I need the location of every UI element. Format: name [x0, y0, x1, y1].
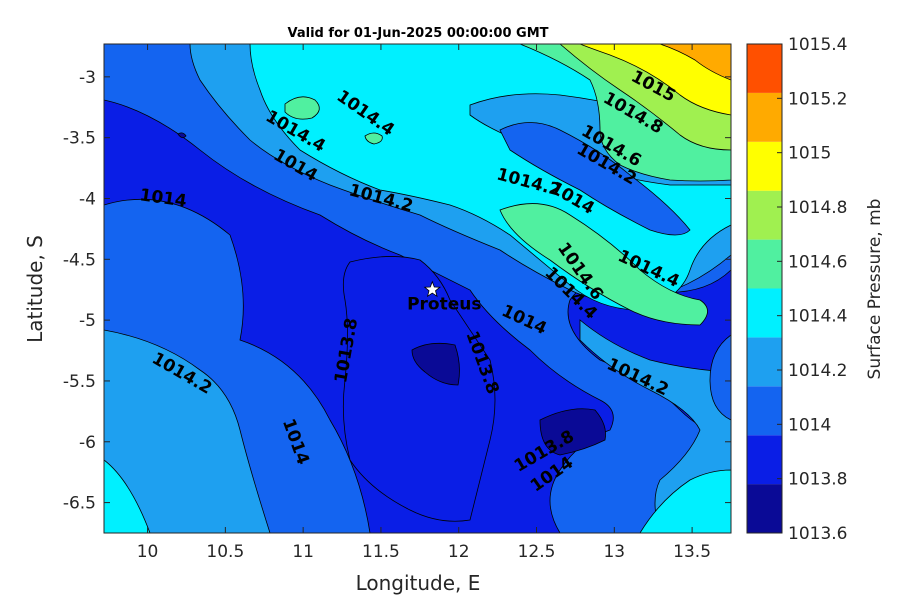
x-tick-label: 12.5 [518, 542, 556, 562]
colorbar-tick-label: 1014.4 [788, 307, 847, 327]
y-tick-label: -6.5 [63, 494, 96, 514]
y-tick-label: -5 [79, 311, 96, 331]
colorbar-label: Surface Pressure, mb [865, 199, 885, 380]
chart-title: Valid for 01-Jun-2025 00:00:00 GMT [288, 26, 549, 41]
markers: Proteus [407, 280, 481, 315]
region-1014-6-lens [499, 203, 708, 326]
y-tick-label: -6 [79, 433, 96, 453]
region-1014-2-sw [104, 329, 271, 533]
x-axis-ticks: 10 10.5 11 11.5 12 12.5 13 13.5 [137, 44, 711, 562]
y-tick-label: -3.5 [63, 129, 96, 149]
colorbar-tick-label: 1013.6 [788, 524, 847, 544]
colorbar-frame [746, 43, 783, 534]
colorbar-segment [747, 44, 782, 93]
region-1014-4-corner-se [639, 469, 731, 533]
region-1013-6-core [411, 342, 460, 386]
colorbar-segment [747, 141, 782, 191]
star-marker [423, 280, 441, 298]
x-tick-label: 11.5 [362, 542, 400, 562]
region-1013-8-core [342, 256, 496, 522]
region-1013-6-south [539, 408, 606, 456]
region-1014-6-blob-a [284, 96, 320, 120]
y-tick-label: -3 [79, 68, 96, 88]
y-tick-label: -5.5 [63, 372, 96, 392]
region-1014-east-hole [709, 334, 731, 421]
colorbar-tick-label: 1015.2 [788, 89, 847, 109]
x-tick-label: 12 [448, 542, 470, 562]
region-1014-pocket [499, 122, 691, 236]
y-tick-label: -4 [79, 189, 96, 209]
colorbar-tick-label: 1015 [788, 144, 831, 164]
axes-frame [103, 43, 732, 534]
colorbar-segment [747, 386, 782, 436]
region-1013-6-dot [177, 132, 187, 138]
x-axis-label: Longitude, E [356, 571, 481, 595]
region-1014-6-blob-b [364, 132, 383, 145]
colorbar-segment [747, 190, 782, 240]
colorbar-segment [747, 337, 782, 387]
colorbar-segment [747, 288, 782, 338]
y-axis-label: Latitude, S [23, 235, 47, 343]
x-tick-label: 11 [292, 542, 314, 562]
colorbar-segment [747, 484, 782, 533]
colorbar-tick-label: 1014 [788, 415, 831, 435]
colorbar-tick-label: 1014.8 [788, 198, 847, 218]
y-axis-ticks: -3 -3.5 -4 -4.5 -5 -5.5 -6 -6.5 [63, 68, 731, 514]
x-tick-label: 10 [137, 542, 159, 562]
colorbar-segment [747, 92, 782, 142]
x-tick-label: 13 [603, 542, 625, 562]
y-tick-label: -4.5 [63, 250, 96, 270]
colorbar-tick-label: 1013.8 [788, 470, 847, 490]
colorbar: 1015.4 1015.2 1015 1014.8 1014.6 1014.4 1014.2… [746, 35, 847, 544]
colorbar-tick-label: 1014.2 [788, 361, 847, 381]
colorbar-segment [747, 435, 782, 485]
x-tick-label: 13.5 [673, 542, 711, 562]
colorbar-tick-label: 1015.4 [788, 35, 847, 55]
x-tick-label: 10.5 [206, 542, 244, 562]
plot-area [104, 44, 731, 533]
colorbar-segment [747, 239, 782, 289]
colorbar-tick-label: 1014.6 [788, 252, 847, 272]
region-1015 [579, 44, 731, 116]
marker-label: Proteus [407, 295, 481, 315]
region-1015-2 [659, 44, 731, 81]
